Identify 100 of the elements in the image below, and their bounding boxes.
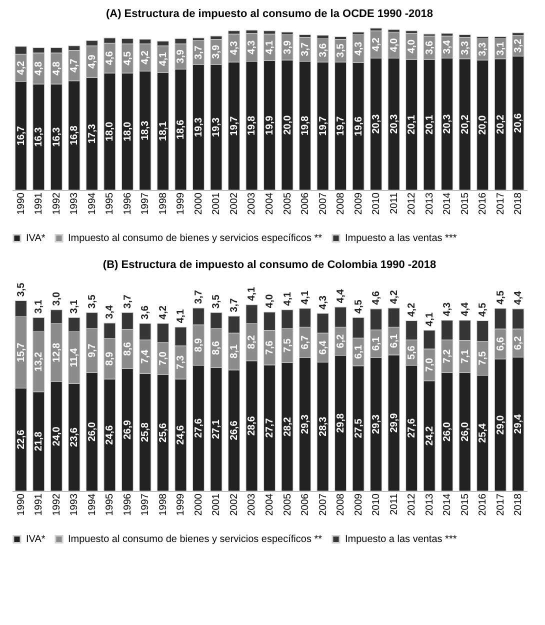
data-label: 7,0	[424, 358, 436, 372]
x-tick-label: 2002	[228, 493, 240, 516]
data-label: 26,0	[86, 422, 98, 442]
data-label: 27,5	[353, 418, 364, 438]
data-label: 7,5	[282, 338, 294, 353]
data-label: 29,0	[495, 414, 506, 435]
data-label: 3,0	[51, 292, 62, 306]
data-label: 4,1	[264, 40, 276, 54]
data-label: 3,5	[86, 294, 98, 309]
data-label: 6,1	[371, 336, 382, 351]
x-tick-label: 1995	[104, 493, 116, 516]
data-label: 3,6	[318, 42, 329, 58]
x-tick-label: 2006	[300, 493, 312, 516]
x-tick-label: 1999	[176, 493, 187, 516]
data-label: 4,9	[86, 54, 98, 69]
x-tick-label: 2004	[264, 493, 276, 516]
data-label: 6,7	[300, 334, 312, 350]
x-tick-label: 1997	[140, 192, 152, 215]
data-label: 3,5	[336, 43, 347, 58]
x-tick-label: 2009	[353, 493, 364, 516]
legend-label: IVA*	[26, 233, 46, 244]
legend-label: Impuesto al consumo de bienes y servicios específicos **	[68, 233, 322, 244]
data-label: 3,2	[513, 38, 524, 53]
data-label: 7,4	[140, 349, 152, 364]
x-tick-label: 2012	[406, 493, 418, 516]
data-label: 4,8	[51, 61, 62, 76]
x-tick-label: 2017	[495, 493, 506, 516]
data-label: 4,8	[34, 61, 45, 76]
x-tick-label: 1993	[69, 192, 80, 215]
data-label: 4,5	[122, 51, 134, 66]
data-label: 4,1	[176, 308, 187, 324]
data-label: 4,7	[69, 58, 80, 73]
data-label: 3,3	[478, 42, 489, 56]
data-label: 11,4	[69, 348, 80, 368]
data-label: 3,1	[69, 299, 80, 314]
x-tick-label: 1997	[140, 493, 152, 516]
data-label: 3,4	[442, 40, 454, 54]
legend-label: IVA*	[26, 534, 46, 546]
data-label: 18,6	[176, 119, 187, 140]
data-label: 8,1	[228, 344, 240, 358]
data-label: 3,9	[211, 44, 222, 59]
x-tick-label: 2008	[336, 493, 347, 516]
x-tick-label: 1991	[34, 192, 45, 215]
data-label: 28,6	[246, 416, 258, 436]
data-label: 3,1	[495, 41, 506, 56]
data-label: 29,9	[388, 412, 400, 433]
data-label: 26,6	[228, 420, 240, 440]
data-label: 7,6	[264, 340, 276, 355]
data-label: 3,4	[104, 304, 116, 320]
data-label: 18,0	[122, 121, 134, 142]
data-label: 12,8	[51, 342, 62, 362]
data-label: 4,1	[282, 292, 294, 306]
data-label: 3,7	[193, 290, 204, 304]
x-tick-label: 1994	[86, 493, 98, 516]
data-label: 19,9	[264, 115, 276, 136]
x-tick-label: 2016	[478, 192, 489, 215]
x-tick-label: 1998	[158, 192, 169, 215]
data-label: 3,6	[424, 40, 436, 55]
legend-label: Impuesto al consumo de bienes y servicios específicos **	[68, 534, 322, 546]
data-label: 4,2	[140, 50, 152, 64]
x-tick-label: 2010	[371, 493, 382, 516]
data-label: 3,1	[34, 299, 45, 314]
x-tick-label: 2004	[264, 192, 276, 215]
x-tick-label: 2003	[246, 192, 258, 215]
data-label: 16,3	[51, 126, 62, 147]
data-label: 20,2	[495, 114, 506, 134]
data-label: 6,2	[513, 336, 524, 350]
data-label: 21,8	[34, 431, 45, 452]
data-label: 7,1	[460, 349, 471, 364]
data-label: 4,2	[388, 290, 400, 304]
x-tick-label: 1995	[104, 192, 116, 215]
data-label: 7,5	[478, 350, 489, 366]
data-label: 6,1	[353, 344, 364, 359]
data-label: 20,3	[388, 114, 400, 134]
data-label: 29,8	[336, 413, 347, 433]
chart-title: (A) Estructura de impuesto al consumo de la OCDE 1990 -2018	[106, 8, 434, 20]
x-tick-label: 2000	[193, 493, 204, 516]
data-label: 20,3	[442, 114, 454, 134]
data-label: 16,7	[16, 126, 27, 146]
data-label: 25,8	[140, 422, 152, 442]
x-tick-label: 2007	[318, 192, 329, 215]
x-tick-label: 2002	[228, 192, 240, 215]
data-label: 20,3	[371, 114, 382, 134]
data-label: 24,6	[104, 424, 116, 445]
x-tick-label: 2016	[478, 493, 489, 516]
data-label: 24,6	[176, 424, 187, 445]
x-tick-label: 1992	[51, 192, 62, 215]
x-tick-label: 1992	[51, 493, 62, 516]
data-label: 6,2	[336, 334, 347, 348]
data-label: 27,1	[211, 419, 222, 440]
x-tick-label: 2005	[282, 493, 294, 516]
data-label: 5,6	[406, 345, 418, 360]
data-label: 29,3	[371, 414, 382, 434]
data-label: 20,0	[478, 114, 489, 135]
x-tick-label: 2007	[318, 493, 329, 516]
data-label: 3,6	[140, 305, 152, 320]
data-label: 7,3	[176, 355, 187, 370]
x-tick-label: 1994	[86, 192, 98, 215]
data-label: 20,1	[424, 114, 436, 134]
data-label: 6,6	[495, 336, 506, 351]
